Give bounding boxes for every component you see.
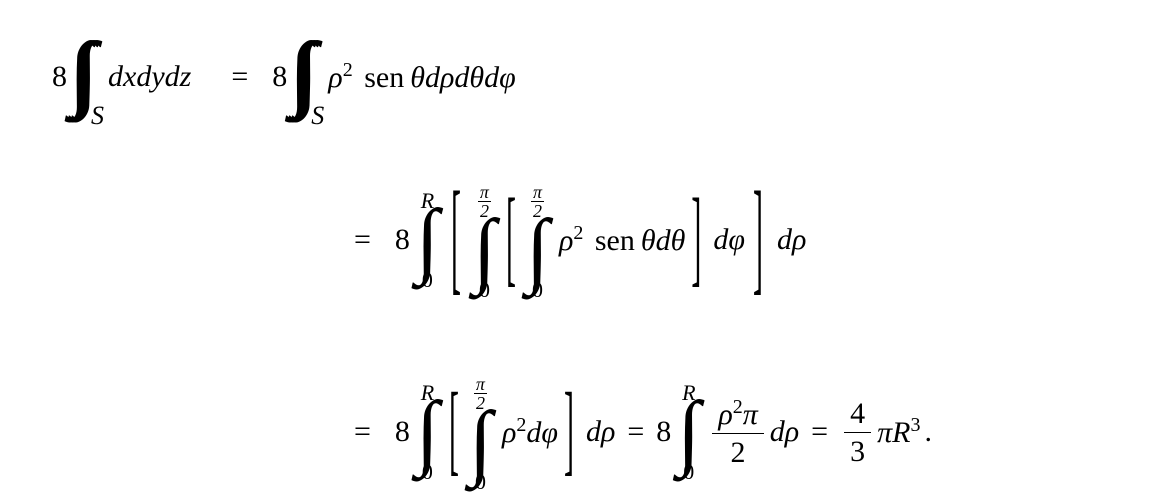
equation-line-1: 8 ∫∫∫ S dxdydz = 8 ∫∫∫ S ρ2 senθdρdθdφ [52, 28, 516, 125]
period: . [924, 415, 932, 449]
dtheta: dθ [656, 224, 686, 257]
lower-limit: 0 [475, 471, 486, 493]
pi: π [743, 398, 758, 431]
integrand: ρ2dφ [502, 414, 558, 450]
integral-symbol: ∫ [473, 216, 496, 283]
region-subscript: S [91, 101, 104, 131]
integral-symbol: ∫ [469, 408, 492, 475]
integral-rho: R ∫ 0 [416, 382, 439, 483]
lower-limit: 0 [422, 269, 433, 291]
integrand-lhs: dxdydz [108, 60, 191, 94]
bracket-open: [ [451, 169, 461, 312]
rho: ρ [502, 416, 516, 449]
integrand-rhs: ρ2 senθdρdθdφ [328, 59, 515, 95]
R: R [892, 416, 910, 449]
equation-line-2: = 8 R ∫ 0 [ π 2 ∫ 0 [ π 2 [330, 180, 806, 301]
fraction: 4 3 [844, 397, 871, 468]
equation-container: 8 ∫∫∫ S dxdydz = 8 ∫∫∫ S ρ2 senθdρdθdφ =… [0, 0, 1168, 504]
integral-symbol: ∫ [677, 398, 700, 465]
exponent: 2 [573, 222, 583, 244]
integrand: ρ2 senθdθ [559, 222, 685, 258]
integral-symbol: ∫∫∫ [289, 26, 298, 119]
theta: θ [410, 61, 425, 94]
dphi: dφ [526, 416, 558, 449]
triple-integral-rhs: ∫∫∫ S [289, 28, 298, 125]
coefficient-rhs: 8 [272, 60, 287, 94]
coefficient: 8 [395, 415, 410, 449]
integral-symbol: ∫ [416, 398, 439, 465]
integral-symbol: ∫∫∫ [69, 26, 78, 119]
bracket-close: ] [753, 169, 763, 312]
equals-sign: = [811, 415, 828, 449]
numerator: 4 [844, 397, 871, 433]
numerator: ρ2π [712, 396, 763, 434]
numerator: π [531, 183, 544, 202]
drho: dρ [770, 415, 799, 449]
exponent: 2 [516, 414, 526, 436]
differentials: dρdθdφ [425, 61, 516, 94]
integral-phi: π 2 ∫ 0 [473, 180, 496, 301]
coefficient: 8 [52, 60, 67, 94]
equals-sign: = [627, 415, 644, 449]
bracket-close: ] [691, 179, 701, 301]
denominator: 3 [844, 433, 871, 468]
equals-sign: = [354, 223, 371, 257]
triple-integral-lhs: ∫∫∫ S [69, 28, 78, 125]
final-term: πR3 [877, 414, 920, 450]
drho: dρ [586, 415, 615, 449]
rho: ρ [328, 61, 342, 94]
drho: dρ [777, 223, 806, 257]
integral-rho: R ∫ 0 [677, 382, 700, 483]
exponent: 2 [343, 59, 353, 81]
sen-function: sen [595, 224, 635, 257]
integral-symbol: ∫ [526, 216, 549, 283]
coefficient: 8 [395, 223, 410, 257]
equals-sign: = [354, 415, 371, 449]
exponent: 3 [910, 414, 920, 436]
equals-sign: = [231, 60, 248, 94]
integral-theta: π 2 ∫ 0 [526, 180, 549, 301]
rho: ρ [559, 224, 573, 257]
pi: π [877, 416, 892, 449]
rho: ρ [718, 398, 732, 431]
dphi: dφ [713, 223, 745, 257]
lower-limit: 0 [422, 461, 433, 483]
bracket-close: ] [564, 375, 574, 491]
denominator: 2 [725, 434, 752, 469]
fraction: ρ2π 2 [712, 396, 763, 469]
integral-rho: R ∫ 0 [416, 190, 439, 291]
lower-limit: 0 [683, 461, 694, 483]
lower-limit: 0 [479, 279, 490, 301]
integral-phi: π 2 ∫ 0 [469, 372, 492, 493]
lower-limit: 0 [532, 279, 543, 301]
bracket-open: [ [506, 179, 516, 301]
numerator: π [478, 183, 491, 202]
coefficient: 8 [656, 415, 671, 449]
numerator: π [474, 375, 487, 394]
region-subscript: S [311, 101, 324, 131]
theta: θ [641, 224, 656, 257]
integral-symbol: ∫ [416, 206, 439, 273]
sen-function: sen [364, 61, 404, 94]
exponent: 2 [733, 396, 743, 418]
equation-line-3: = 8 R ∫ 0 [ π 2 ∫ 0 ρ2dφ ] dρ = 8 R [330, 372, 932, 493]
bracket-open: [ [449, 375, 459, 491]
